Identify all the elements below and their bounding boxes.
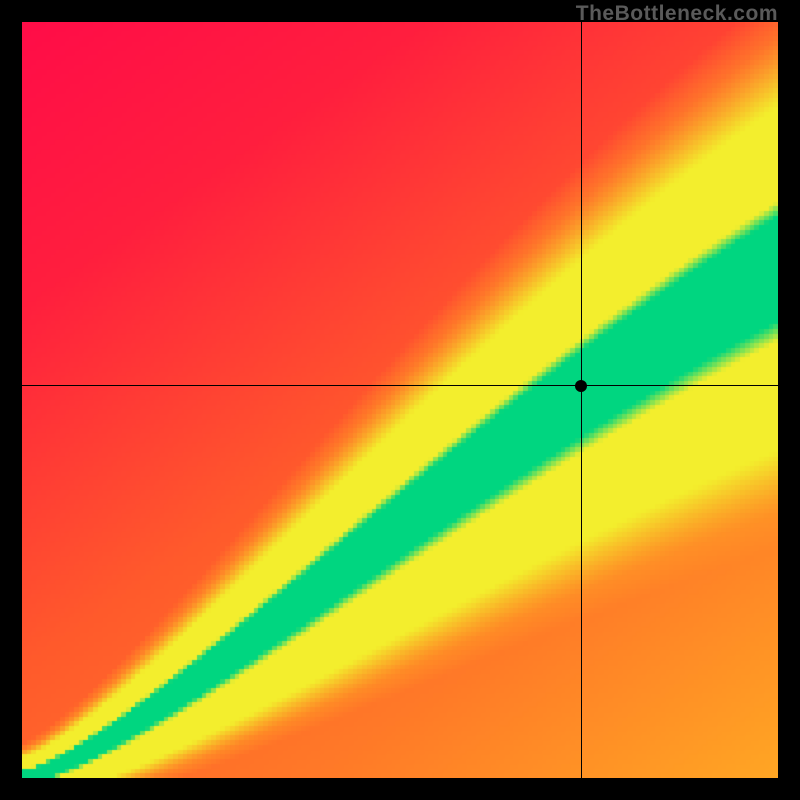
selection-marker — [575, 380, 587, 392]
crosshair-horizontal — [22, 385, 778, 386]
bottleneck-heatmap — [22, 22, 778, 778]
crosshair-vertical — [581, 22, 582, 778]
watermark-text: TheBottleneck.com — [576, 2, 778, 26]
